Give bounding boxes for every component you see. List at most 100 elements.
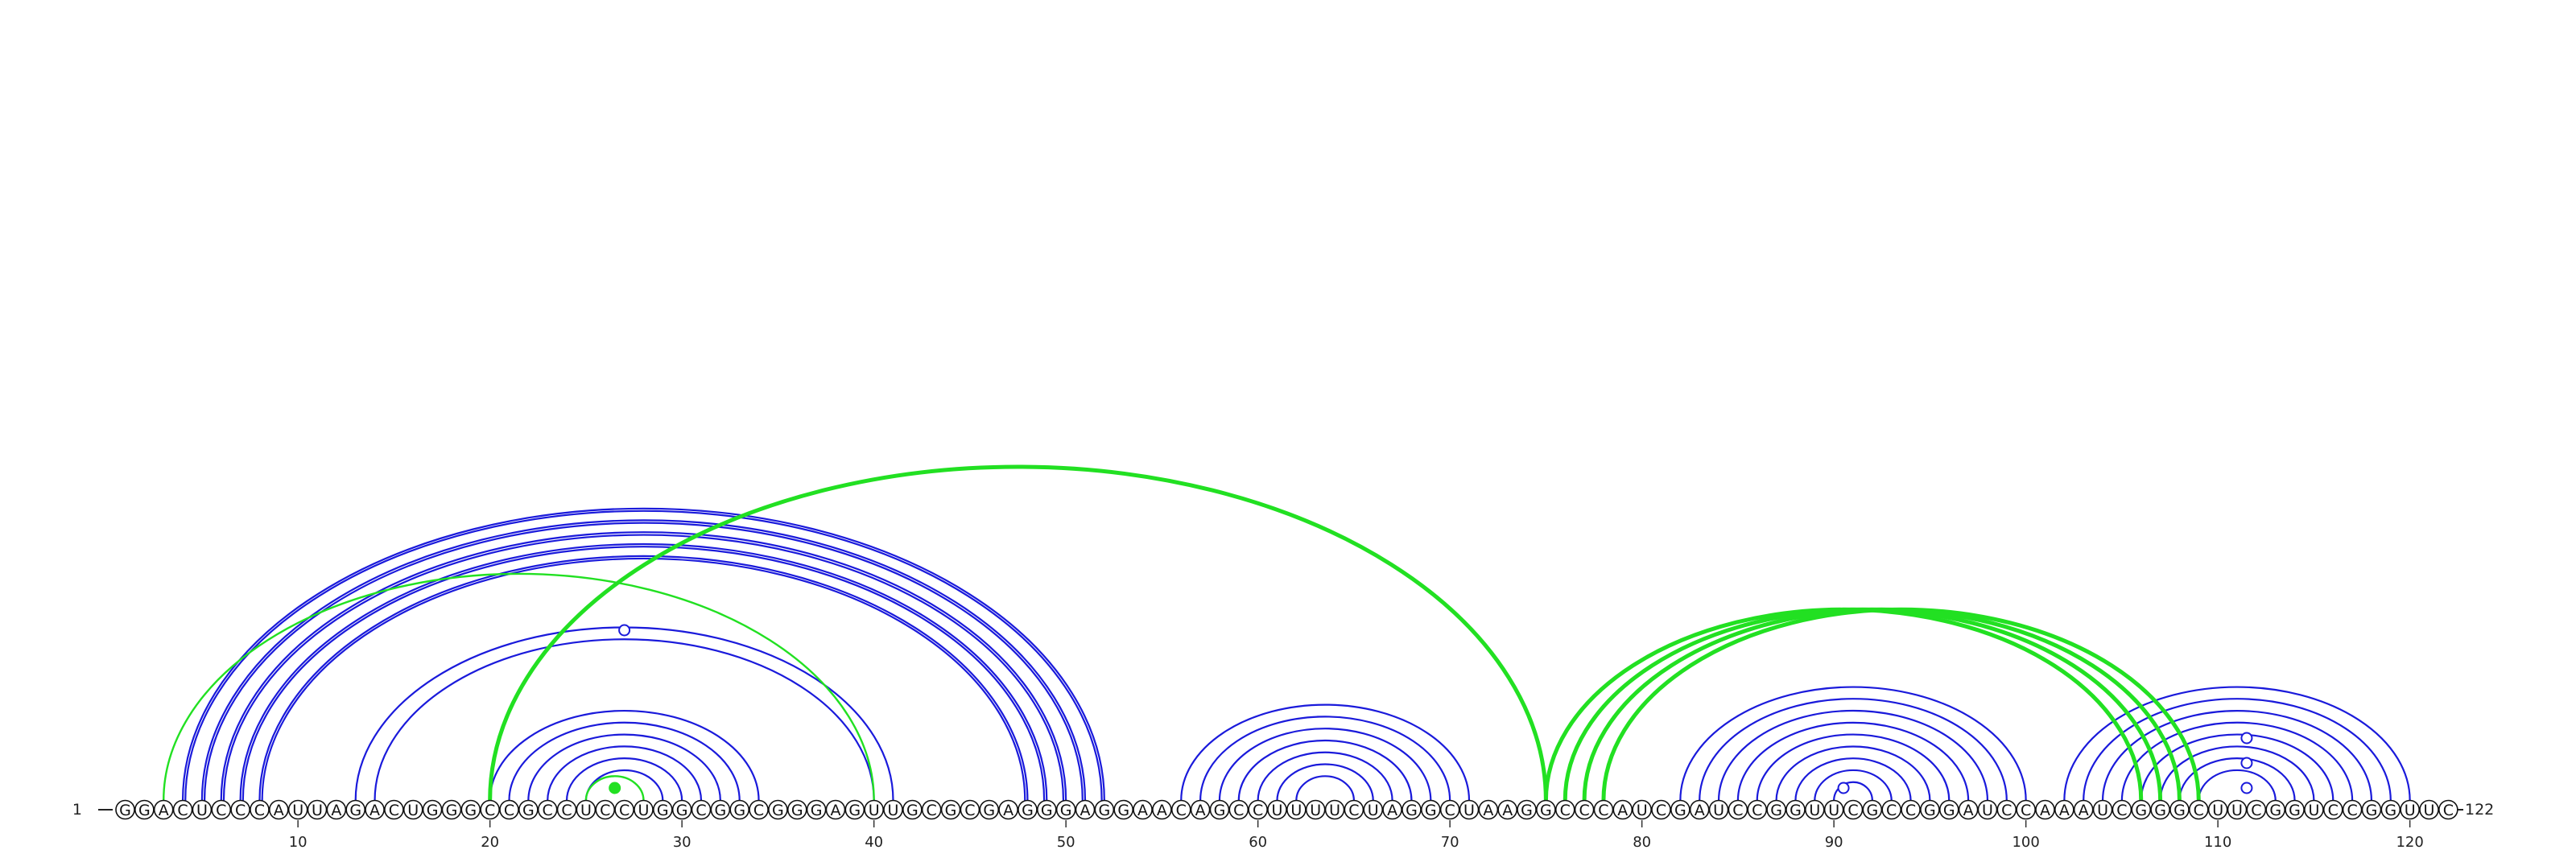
nucleotide-circle [2207,799,2228,820]
nucleotide: G [2265,799,2285,820]
nucleotide: C [1439,799,1460,820]
nucleotide: G [1920,799,1940,820]
nucleotide-circle [2265,799,2285,820]
nucleotide-circle [1055,799,1076,820]
nucleotide-letter: U [1290,802,1302,819]
tick-label: 20 [481,834,499,851]
base-pair-arc-21-33 [508,721,741,801]
base-pair-arc-inner-5-51 [204,522,1084,801]
nucleotide-letter: G [945,802,957,819]
nucleotide-circle [1938,799,1959,820]
nucleotide-circle [1248,799,1268,820]
nucleotide-circle [2438,799,2458,820]
nucleotide-circle [1632,799,1652,820]
tick-label: 50 [1057,834,1075,851]
base-pair-arc-23-31 [547,745,703,801]
nucleotide-circle [1421,799,1441,820]
base-pair-arc-102-120 [2063,686,2411,801]
base-pair-arc-62-65 [1295,775,1355,801]
nucleotide-circle [786,799,807,820]
base-pair-arc-inner-8-48 [261,557,1026,801]
nucleotide: C [921,799,942,820]
nucleotide-circle [1037,799,1057,820]
nucleotide: C [1593,799,1614,820]
nucleotide-letter: A [1387,802,1397,819]
nucleotide: G [1037,799,1057,820]
nucleotide-circle [864,799,884,820]
nucleotide-circle [1612,799,1633,820]
nucleotide: U [2400,799,2420,820]
nucleotide: C [1651,799,1671,820]
nucleotide: C [1901,799,1921,820]
nucleotide-circle [2285,799,2305,820]
nucleotide-letter: U [292,802,303,819]
nucleotide-circle [365,799,385,820]
nucleotide-letter: C [2347,802,2357,819]
nucleotide: U [1977,799,1998,820]
nucleotide-letter: G [1866,802,1878,819]
tick-label: 80 [1633,834,1651,851]
nucleotide-letter: C [1233,802,1244,819]
nucleotide: U [576,799,597,820]
nucleotide-circle [1094,799,1115,820]
nucleotide: G [902,799,923,820]
nucleotide-circle [345,799,366,820]
nucleotide-letter: G [1674,802,1686,819]
nucleotide-letter: U [2405,802,2416,819]
nucleotide-letter: A [1963,802,1974,819]
nucleotide: C [1996,799,2017,820]
nucleotide-letter: U [580,802,592,819]
nucleotide: A [1075,799,1096,820]
nucleotide: C [556,799,577,820]
nucleotide-letter: G [138,802,151,819]
nucleotide-circle [2073,799,2094,820]
nucleotide-circle [940,799,961,820]
nucleotide: G [1938,799,1959,820]
nucleotide-circle [2304,799,2324,820]
base-pair-arc-109-113 [2198,769,2277,801]
base-pair-arc-22-32 [527,733,721,801]
nucleotide-circle [1497,799,1517,820]
nucleotide-circle [2419,799,2439,820]
nucleotide-circle [1517,799,1537,820]
tick-label: 10 [289,834,308,851]
nucleotide-circle [326,799,347,820]
nucleotide-letter: C [2194,802,2204,819]
base-pair-arc-108-114 [2178,757,2296,801]
nucleotide: U [1459,799,1480,820]
nucleotide-letter: G [848,802,861,819]
nucleotide: G [671,799,692,820]
nucleotide-circle [1459,799,1480,820]
nucleotide-letter: G [2384,802,2396,819]
nucleotide: C [384,799,404,820]
nucleotide-letter: G [676,802,688,819]
nucleotide-letter: C [216,802,226,819]
nucleotide: C [211,799,232,820]
nucleotide: G [2131,799,2152,820]
open-pair-marker [2240,732,2253,745]
nucleotide: A [1382,799,1402,820]
base-pair-arc-83-99 [1699,698,2008,801]
nucleotide-letter: G [1060,802,1072,819]
nucleotide-letter: C [619,802,630,819]
nucleotide: G [1785,799,1806,820]
nucleotide: G [2169,799,2190,820]
filled-pair-marker [609,782,621,794]
nucleotide-circle [1305,799,1326,820]
nucleotide-letter: G [1540,802,1552,819]
nucleotide-letter: G [1943,802,1955,819]
nucleotide-circle [2400,799,2420,820]
nucleotide-letter: G [733,802,745,819]
nucleotide: U [1805,799,1825,820]
nucleotide: U [2419,799,2439,820]
nucleotide-letter: G [2366,802,2378,819]
nucleotide: U [1267,799,1287,820]
end-index-label: 122 [2465,801,2494,819]
nucleotide-circle [211,799,232,820]
nucleotide-letter: A [1195,802,1206,819]
nucleotide-letter: G [2269,802,2281,819]
nucleotide-letter: U [312,802,323,819]
start-index-label: 1 [72,801,82,819]
